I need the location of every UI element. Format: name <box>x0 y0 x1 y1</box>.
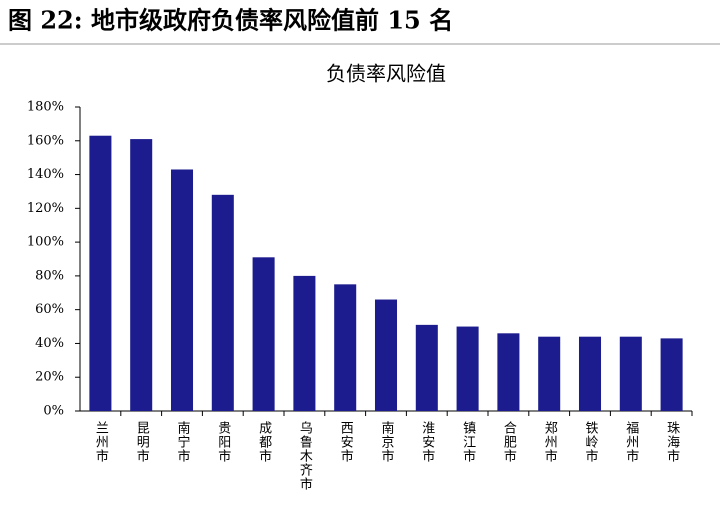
x-tick-label: 淮安市 <box>419 421 435 463</box>
bar <box>578 336 602 411</box>
x-tick-label: 成都市 <box>256 421 272 463</box>
bar <box>619 336 642 411</box>
x-tick-label: 郑州市 <box>542 421 558 463</box>
y-tick-label: 140% <box>27 167 64 182</box>
bar <box>130 139 153 412</box>
bar <box>415 324 438 411</box>
x-tick-label: 福州市 <box>623 421 639 463</box>
y-tick-label: 160% <box>27 133 64 148</box>
x-tick-label: 合肥市 <box>501 421 517 463</box>
y-tick-label: 120% <box>27 201 64 216</box>
y-tick-label: 100% <box>27 235 64 250</box>
y-tick-label: 80% <box>35 268 64 283</box>
bar <box>211 194 234 411</box>
x-tick-label: 珠海市 <box>664 421 680 463</box>
bar <box>497 333 520 411</box>
x-tick-label: 贵阳市 <box>215 421 231 463</box>
bar <box>456 326 479 411</box>
x-tick-label: 南宁市 <box>175 420 191 463</box>
y-tick-label: 20% <box>35 370 64 385</box>
figure-header: 图 22: 地市级政府负债率风险值前 15 名 <box>8 6 453 35</box>
y-tick-label: 0% <box>43 404 64 419</box>
bar <box>334 284 357 411</box>
bar <box>89 135 112 411</box>
x-tick-label: 铁岭市 <box>583 421 599 463</box>
x-tick-label: 南京市 <box>379 420 395 463</box>
bar <box>538 336 561 411</box>
y-tick-label: 180% <box>27 100 64 115</box>
x-tick-label: 兰州市 <box>93 421 109 463</box>
bar <box>252 257 275 411</box>
x-tick-label: 西安市 <box>338 421 354 463</box>
chart-title: 负债率风险值 <box>326 62 446 86</box>
bar <box>374 299 398 411</box>
y-tick-label: 40% <box>35 336 64 351</box>
bar <box>170 169 194 411</box>
bar <box>660 338 683 411</box>
x-tick-label: 昆明市 <box>134 421 150 463</box>
x-tick-label: 镇江市 <box>460 421 476 463</box>
bar <box>293 275 316 411</box>
x-tick-label: 乌鲁木齐市 <box>297 420 313 491</box>
y-tick-label: 60% <box>35 302 64 317</box>
